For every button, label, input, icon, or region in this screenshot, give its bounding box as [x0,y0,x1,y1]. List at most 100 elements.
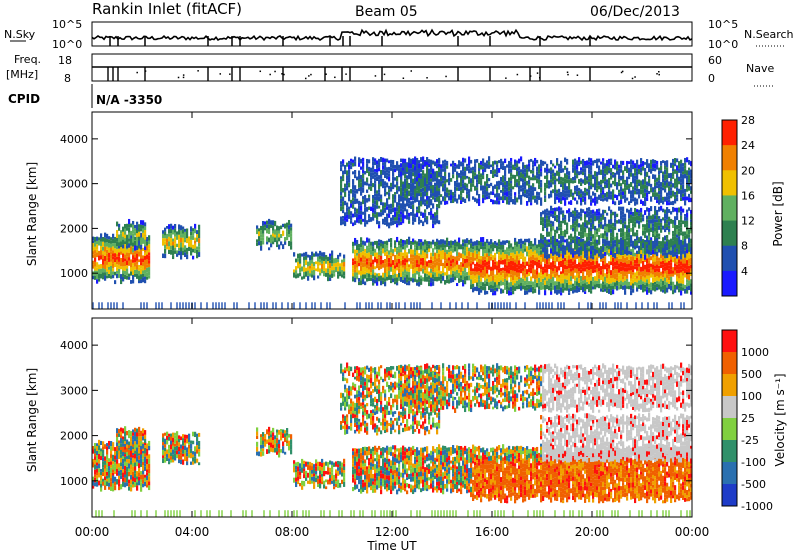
range-gate-cell [558,219,561,224]
range-gate-cell [299,263,302,268]
range-gate-cell [608,288,611,294]
range-gate-cell [584,177,587,182]
range-gate-cell [438,276,441,281]
range-gate-cell [610,283,613,287]
range-gate-cell [426,276,429,282]
range-gate-cell [301,253,304,257]
range-gate-cell [394,177,397,181]
range-gate-cell [276,235,279,241]
range-gate-cell [134,266,137,270]
range-gate-cell [620,215,623,220]
range-gate-cell [610,256,613,262]
range-gate-cell [582,283,585,287]
range-gate-cell [416,168,419,174]
range-gate-cell [388,189,391,193]
range-gate-cell [540,243,543,246]
range-gate-cell [94,275,97,280]
range-gate-cell [190,250,193,256]
range-gate-cell [388,250,391,255]
range-gate-cell [430,169,433,173]
range-gate-cell [634,240,637,246]
range-gate-cell [502,187,505,192]
range-gate-cell [370,183,373,187]
range-gate-cell [660,247,663,253]
range-gate-cell [664,180,667,186]
range-gate-cell [333,258,336,264]
range-gate-cell [450,269,453,275]
range-gate-cell [500,268,503,272]
range-gate-cell [644,210,647,215]
range-gate-cell [516,280,519,286]
range-gate-cell [278,233,281,238]
range-gate-cell [374,240,377,245]
range-gate-cell [422,261,425,266]
range-gate-cell [414,263,417,268]
range-gate-cell [658,183,661,188]
range-gate-cell [286,231,289,237]
range-gate-cell [540,281,543,286]
range-gate-cell [313,275,316,281]
range-gate-cell [682,163,685,167]
range-gate-cell [634,259,637,264]
range-gate-cell [680,245,683,251]
range-gate-cell [548,168,551,174]
range-gate-cell [564,200,567,206]
range-gate-cell [642,288,645,293]
range-gate-cell [538,282,541,287]
range-gate-cell [313,253,316,257]
range-gate-cell [496,167,499,170]
range-gate-cell [524,256,527,262]
range-gate-cell [632,283,635,289]
range-gate-cell [480,164,483,170]
range-gate-cell [584,187,587,193]
range-gate-cell [542,239,545,245]
range-gate-cell [414,188,417,194]
range-gate-cell [646,185,649,190]
range-gate-cell [192,235,195,240]
range-gate-cell [668,195,671,200]
range-gate-cell [412,159,415,165]
range-gate-cell [482,197,485,204]
range-gate-cell [590,251,593,255]
range-gate-cell [374,196,377,201]
range-gate-cell [374,171,377,175]
range-gate-cell [586,241,589,246]
range-gate-cell [552,210,555,215]
range-gate-cell [496,189,499,193]
range-gate-cell [140,249,143,255]
range-gate-cell [546,218,549,223]
range-gate-cell [596,249,599,254]
range-gate-cell [628,245,631,251]
range-gate-cell [668,243,671,248]
range-gate-cell [360,270,363,276]
range-gate-cell [420,178,423,184]
range-gate-cell [654,163,657,169]
range-gate-cell [470,279,473,285]
range-gate-cell [664,235,667,241]
range-gate-cell [528,272,531,277]
range-gate-cell [450,200,453,204]
range-gate-cell [106,264,109,269]
range-gate-cell [572,239,575,244]
range-gate-cell [390,182,393,187]
range-gate-cell [186,254,189,260]
range-gate-cell [548,285,551,291]
range-gate-cell [690,219,693,222]
range-gate-cell [620,251,623,256]
range-gate-cell [384,222,387,225]
range-gate-cell [636,198,639,202]
range-gate-cell [526,180,529,186]
range-gate-cell [309,273,312,277]
range-gate-cell [112,238,115,244]
range-gate-cell [372,203,375,208]
range-gate-cell [508,290,511,296]
range-gate-cell [192,228,195,232]
range-gate-cell [168,241,171,247]
range-gate-cell [398,248,401,253]
range-gate-cell [94,253,97,258]
range-gate-cell [418,160,421,164]
range-gate-cell [584,192,587,197]
range-gate-cell [532,167,535,171]
range-gate-cell [110,240,113,244]
range-gate-cell [392,199,395,204]
